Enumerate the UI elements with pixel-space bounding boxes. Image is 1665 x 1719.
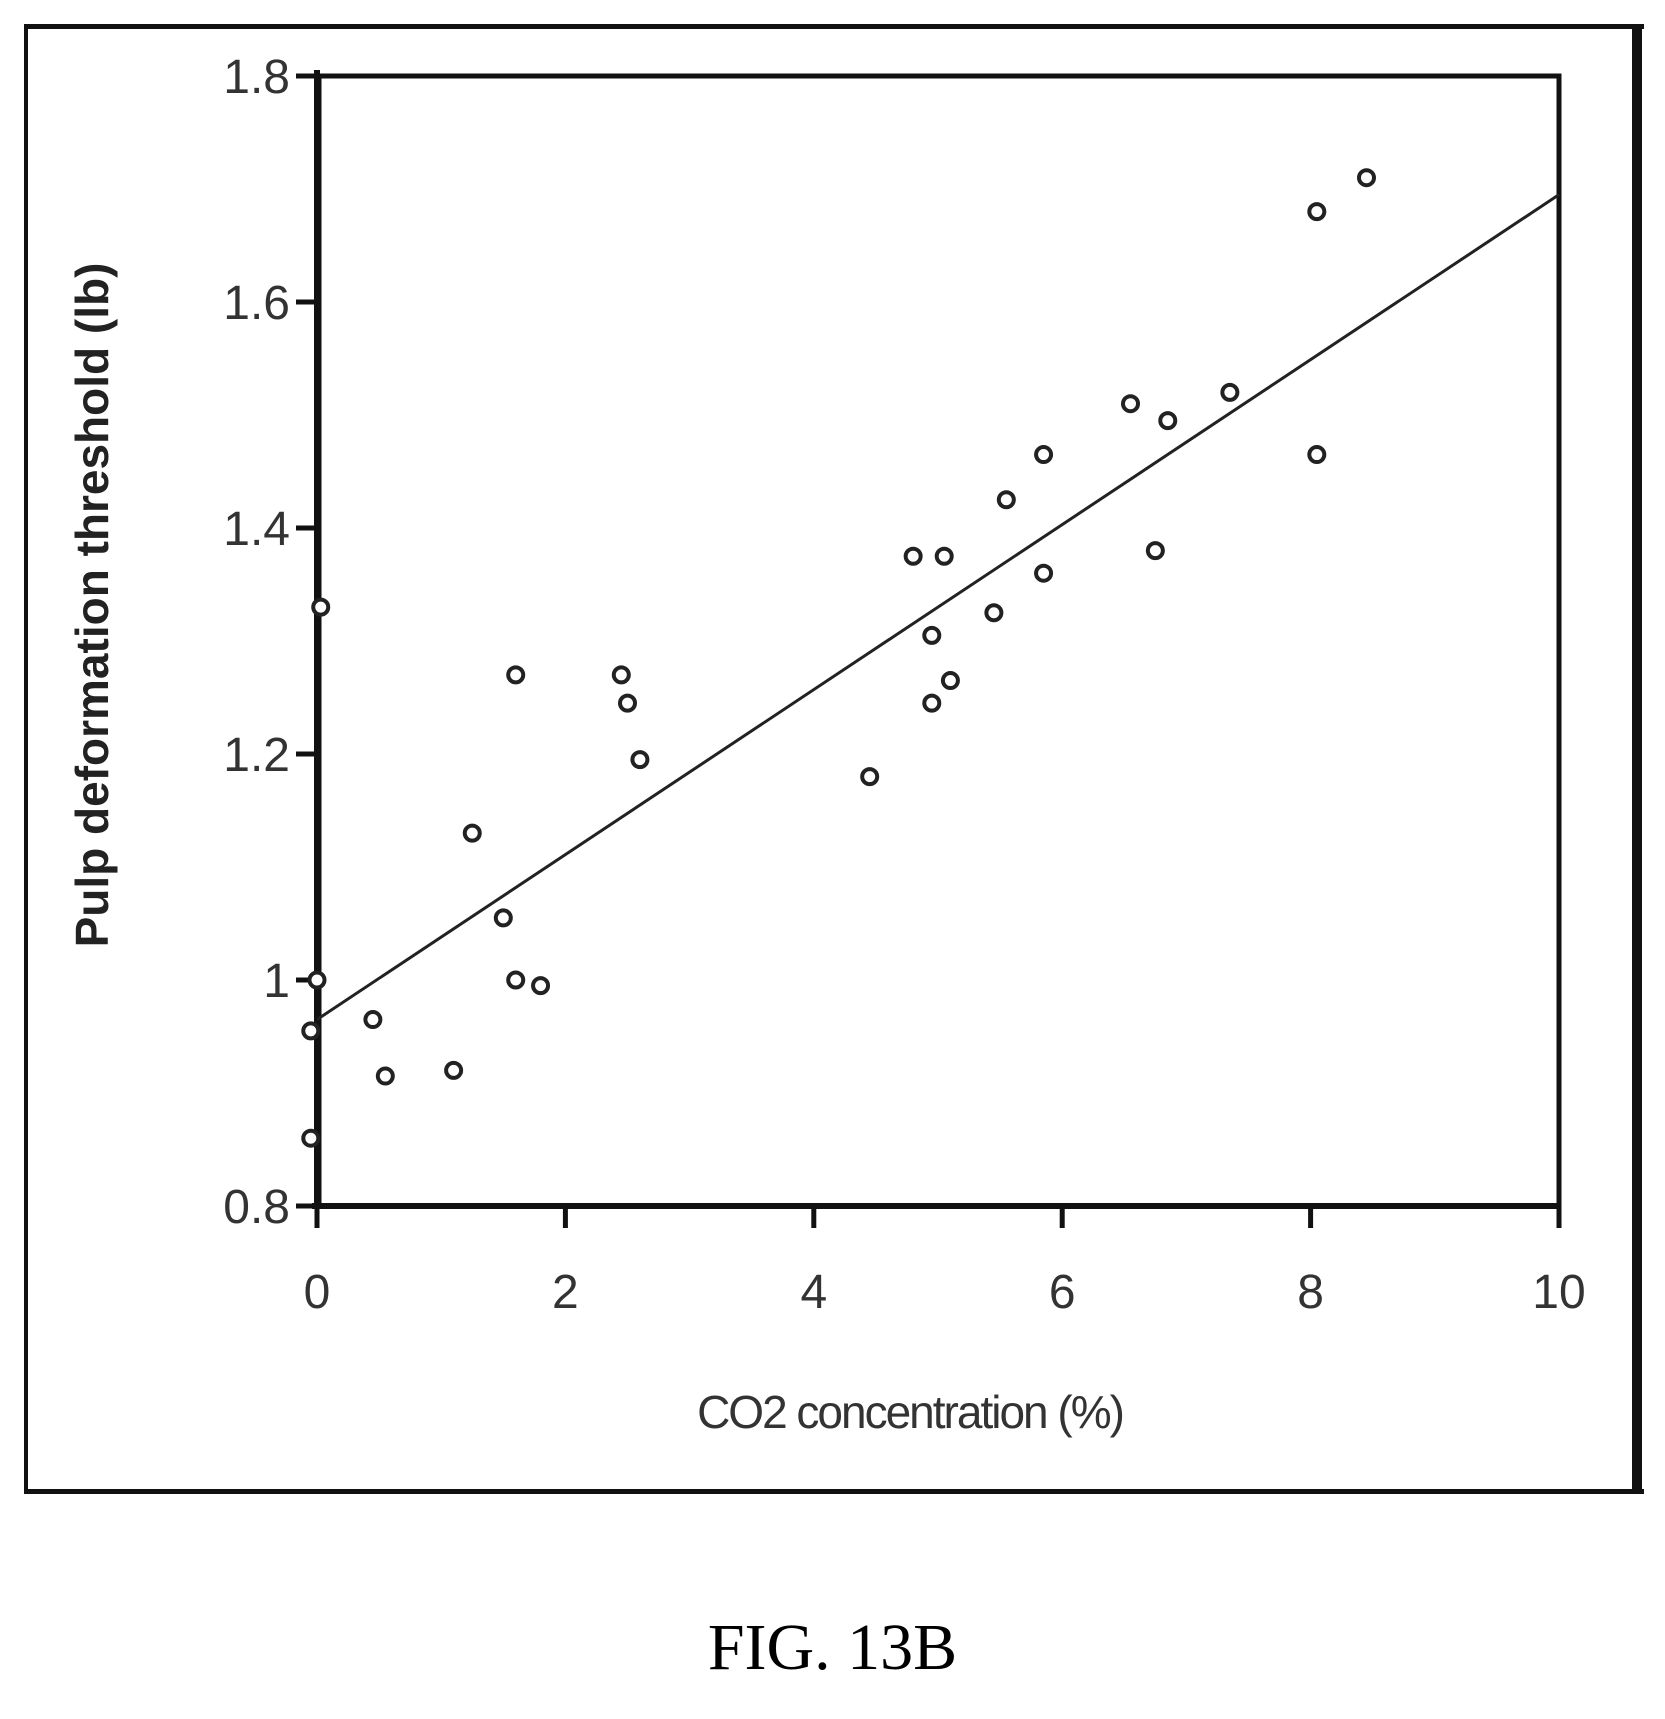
x-tick-label: 4 — [800, 1266, 827, 1319]
y-tick-label: 1.2 — [223, 729, 290, 782]
data-point — [940, 671, 960, 691]
data-point — [506, 970, 526, 990]
x-tick-label: 2 — [552, 1266, 579, 1319]
data-point — [1145, 541, 1165, 561]
data-point — [462, 823, 482, 843]
data-point — [922, 693, 942, 713]
trendline — [316, 193, 1560, 1021]
data-point — [506, 665, 526, 685]
data-point — [1158, 411, 1178, 431]
data-point — [922, 625, 942, 645]
data-point — [1034, 445, 1054, 465]
trendline-group — [316, 193, 1560, 1021]
y-tick-label: 0.8 — [223, 1181, 290, 1234]
data-point — [1220, 382, 1240, 402]
data-point — [444, 1060, 464, 1080]
data-point — [311, 597, 331, 617]
figure-frame — [24, 24, 1644, 1494]
data-point — [531, 976, 551, 996]
data-point — [493, 908, 513, 928]
y-tick-label: 1.8 — [223, 51, 290, 104]
x-tick-label: 8 — [1297, 1266, 1324, 1319]
data-point — [996, 490, 1016, 510]
y-tick-label: 1.6 — [223, 277, 290, 330]
data-point — [1356, 168, 1376, 188]
figure-caption: FIG. 13B — [707, 1611, 958, 1684]
data-point — [934, 546, 954, 566]
y-axis-title: Pulp deformation threshold (lb) — [66, 263, 118, 948]
data-point — [1034, 563, 1054, 583]
data-point — [1307, 202, 1327, 222]
data-point — [301, 1021, 321, 1041]
data-point — [611, 665, 631, 685]
data-point — [860, 767, 880, 787]
data-point — [1121, 394, 1141, 414]
data-point — [363, 1010, 383, 1030]
y-tick-label: 1.4 — [223, 503, 290, 556]
x-axis-ticks: 0 2 4 6 8 10 — [304, 1206, 1586, 1319]
y-axis-ticks: 0.8 1 1.2 1.4 1.6 1.8 — [223, 51, 319, 1234]
data-point — [1307, 445, 1327, 465]
data-point — [618, 693, 637, 713]
data-point — [301, 1128, 321, 1148]
y-tick-label: 1 — [263, 955, 290, 1008]
x-axis-title: CO2 concentration (%) — [697, 1386, 1123, 1438]
data-point — [307, 970, 327, 990]
data-point — [630, 750, 650, 770]
x-tick-label: 6 — [1049, 1266, 1076, 1319]
x-tick-label: 0 — [304, 1266, 331, 1319]
x-tick-label: 10 — [1532, 1266, 1585, 1319]
data-point — [375, 1066, 395, 1086]
data-point — [903, 546, 923, 566]
figure-frame-right-edge — [1632, 24, 1642, 1494]
data-points — [301, 168, 1376, 1148]
data-point — [984, 603, 1004, 623]
